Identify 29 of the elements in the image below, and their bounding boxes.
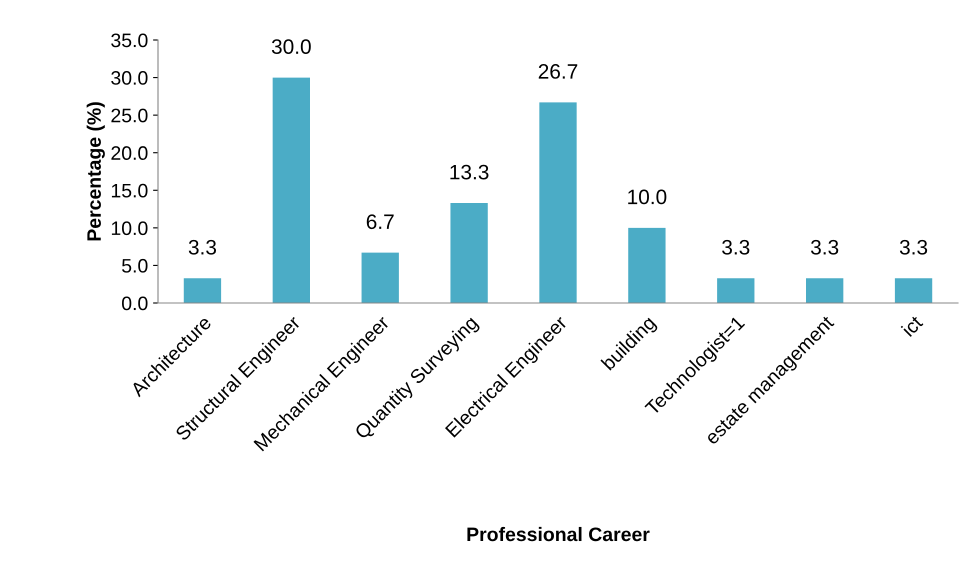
data-label: 13.3 <box>450 164 488 180</box>
x-axis-title: Professional Career <box>467 526 650 542</box>
data-label: 6.7 <box>366 214 394 230</box>
y-tick-label: 20.0 <box>111 146 148 160</box>
data-label: 10.0 <box>628 190 666 204</box>
data-label: 3.3 <box>722 240 750 255</box>
data-label: 30.0 <box>272 39 311 54</box>
bar <box>806 278 844 303</box>
bar <box>450 203 488 303</box>
data-label: 3.3 <box>810 240 838 255</box>
bar <box>272 78 310 303</box>
x-tick-label: ict <box>900 314 924 338</box>
bar <box>184 278 222 303</box>
y-tick-label: 0.0 <box>122 296 148 310</box>
y-tick-label: 5.0 <box>122 258 148 273</box>
bar <box>894 278 932 303</box>
bar <box>717 278 754 303</box>
y-axis-title: Percentage (%) <box>86 102 105 240</box>
data-label: 3.3 <box>188 240 216 255</box>
bar <box>628 228 666 303</box>
y-tick-label: 30.0 <box>111 71 148 85</box>
y-tick-label: 10.0 <box>112 221 148 236</box>
y-tick-label: 25.0 <box>111 108 148 122</box>
bar <box>362 252 399 303</box>
data-label: 26.7 <box>538 64 578 79</box>
bar <box>539 102 577 303</box>
y-tick-label: 35.0 <box>111 33 148 48</box>
data-label: 3.3 <box>900 240 928 255</box>
y-tick-label: 15.0 <box>112 184 148 198</box>
